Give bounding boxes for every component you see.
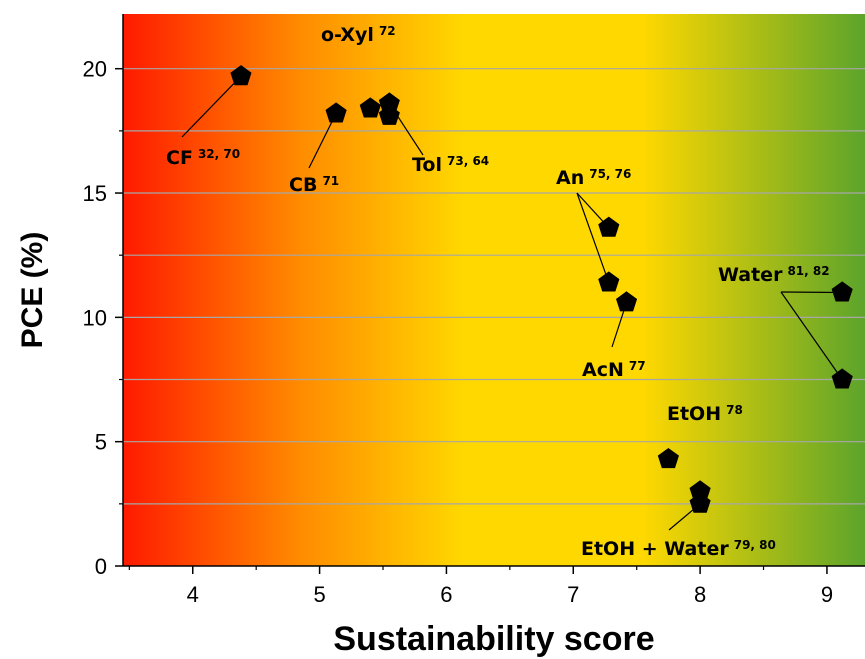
leader-lines [181, 75, 843, 531]
data-point [230, 65, 252, 86]
plot-background [123, 14, 865, 566]
point-reference: 73, 64 [447, 154, 489, 168]
x-tick-label: 9 [821, 582, 833, 607]
data-point [831, 368, 853, 389]
x-tick-label: 7 [567, 582, 579, 607]
data-point [378, 104, 400, 125]
data-point [616, 291, 638, 312]
x-tick-label: 6 [440, 582, 452, 607]
leader-line [576, 192, 610, 283]
data-point [831, 281, 853, 302]
point-reference: 79, 80 [734, 538, 776, 552]
point-reference: 77 [629, 359, 646, 373]
y-tick-label: 5 [95, 430, 107, 455]
data-point [657, 447, 679, 469]
y-tick-label: 0 [95, 554, 107, 579]
point-label: EtOH + Water 79, 80 [581, 538, 776, 560]
point-reference: 72 [379, 24, 396, 38]
data-point [598, 216, 620, 237]
grid-lines [123, 68, 865, 505]
x-tick-label: 8 [694, 582, 706, 607]
leader-line [308, 113, 337, 169]
leader-line [181, 75, 242, 138]
y-axis-title: PCE (%) [16, 232, 49, 349]
y-tick-label: 20 [83, 57, 107, 82]
data-point [325, 102, 347, 123]
x-tick-label: 5 [313, 582, 325, 607]
point-reference: 32, 70 [198, 147, 240, 161]
y-tick-label: 10 [83, 305, 107, 330]
point-reference: 81, 82 [787, 264, 829, 278]
data-points [230, 65, 853, 513]
point-reference: 75, 76 [589, 167, 631, 181]
data-point [689, 492, 711, 513]
x-axis-title: Sustainability score [333, 620, 654, 658]
point-reference: 71 [322, 174, 339, 188]
data-point [598, 271, 620, 292]
leader-line [780, 291, 843, 380]
point-reference: 78 [726, 403, 743, 417]
data-point [359, 97, 381, 118]
y-tick-label: 15 [83, 181, 107, 206]
x-tick-label: 4 [187, 582, 199, 607]
